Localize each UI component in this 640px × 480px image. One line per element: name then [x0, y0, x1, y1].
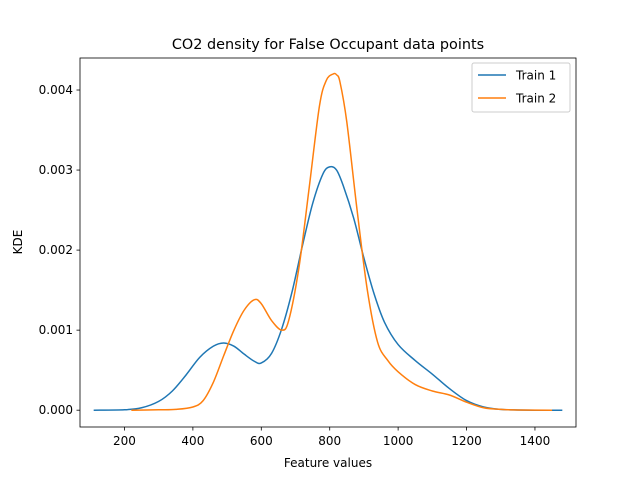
x-tick-label: 1000 — [383, 434, 414, 448]
y-tick-label: 0.003 — [39, 163, 73, 177]
y-tick-label: 0.002 — [39, 243, 73, 257]
x-tick-label: 1200 — [451, 434, 482, 448]
x-tick-label: 800 — [318, 434, 341, 448]
y-tick-label: 0.004 — [39, 83, 73, 97]
x-axis-ticks: 200 400 600 800 1000 1200 1400 — [113, 427, 550, 448]
x-tick-label: 1400 — [520, 434, 551, 448]
x-tick-label: 200 — [113, 434, 136, 448]
x-tick-label: 400 — [181, 434, 204, 448]
legend-label-train-1: Train 1 — [515, 69, 556, 83]
chart-title: CO2 density for False Occupant data poin… — [172, 37, 484, 53]
plot-area-frame — [79, 57, 577, 428]
y-axis-label: KDE — [11, 230, 25, 255]
legend: Train 1 Train 2 — [471, 62, 571, 113]
y-tick-label: 0.000 — [39, 403, 73, 417]
y-tick-label: 0.001 — [39, 323, 73, 337]
series-line-train-1 — [93, 165, 563, 411]
legend-label-train-2: Train 2 — [515, 92, 556, 106]
x-tick-label: 600 — [250, 434, 273, 448]
x-axis-label: Feature values — [284, 456, 372, 470]
plot-lines — [93, 72, 563, 411]
series-line-train-2 — [131, 72, 553, 411]
y-axis-ticks: 0.000 0.001 0.002 0.003 0.004 — [39, 83, 80, 417]
